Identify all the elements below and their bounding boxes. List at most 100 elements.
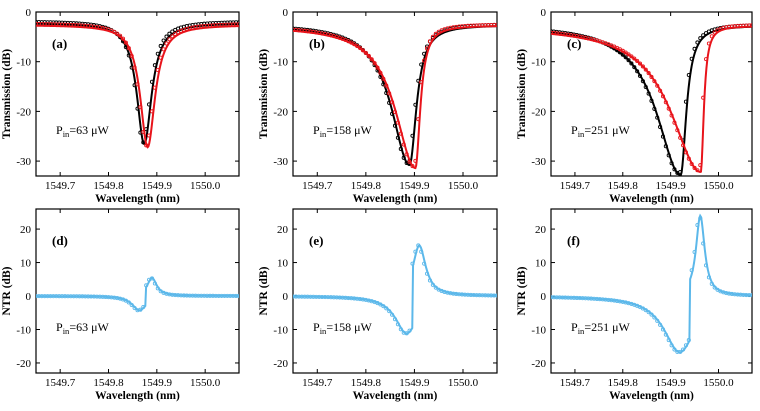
pin-label-p: P bbox=[571, 123, 578, 137]
data-marker bbox=[236, 22, 239, 27]
pin-label-value: =158 μW bbox=[326, 320, 372, 334]
data-marker bbox=[640, 306, 645, 311]
data-marker bbox=[640, 64, 645, 69]
data-marker bbox=[649, 74, 654, 79]
data-marker bbox=[430, 282, 435, 287]
data-marker bbox=[675, 128, 680, 133]
data-marker bbox=[167, 37, 172, 42]
y-tick-label: -30 bbox=[531, 156, 546, 168]
data-marker bbox=[349, 40, 354, 45]
data-marker bbox=[681, 143, 686, 148]
panel-label: (b) bbox=[309, 36, 325, 51]
data-marker bbox=[678, 170, 683, 175]
panel-label: (d) bbox=[52, 233, 68, 248]
data-marker bbox=[660, 94, 666, 99]
plot-frame bbox=[35, 11, 240, 177]
data-marker bbox=[155, 51, 160, 56]
data-marker bbox=[686, 338, 691, 343]
data-marker bbox=[155, 67, 160, 73]
pin-power-label: Pin=158 μW bbox=[313, 320, 373, 336]
x-tick-label: 1549.9 bbox=[142, 377, 173, 389]
pin-label-value: =63 μW bbox=[69, 123, 109, 137]
data-marker bbox=[629, 54, 634, 59]
data-marker bbox=[112, 29, 117, 35]
x-tick-label: 1550.0 bbox=[190, 377, 221, 389]
data-marker bbox=[643, 67, 648, 72]
x-tick-label: 1549.7 bbox=[302, 180, 333, 192]
data-marker bbox=[419, 249, 424, 254]
x-tick-label: 1549.9 bbox=[656, 377, 687, 389]
y-axis-label: Transmission (dB) bbox=[258, 49, 270, 139]
data-marker bbox=[149, 109, 155, 114]
data-marker bbox=[141, 129, 146, 135]
data-marker bbox=[658, 124, 663, 129]
data-marker bbox=[381, 76, 386, 81]
data-marker bbox=[692, 249, 697, 255]
data-marker bbox=[363, 50, 368, 55]
plot-frame bbox=[550, 11, 753, 177]
data-marker bbox=[135, 82, 140, 87]
data-marker bbox=[425, 271, 430, 276]
data-marker bbox=[635, 58, 640, 64]
data-marker bbox=[712, 30, 717, 35]
data-marker bbox=[390, 111, 395, 116]
data-marker bbox=[398, 146, 403, 152]
data-marker bbox=[152, 85, 157, 90]
pin-label-p: P bbox=[56, 123, 63, 137]
data-marker bbox=[357, 46, 363, 51]
data-marker bbox=[390, 312, 395, 317]
data-marker bbox=[164, 34, 169, 39]
data-marker bbox=[698, 163, 703, 168]
data-marker bbox=[686, 73, 691, 78]
data-marker bbox=[640, 79, 645, 84]
data-marker bbox=[652, 315, 657, 320]
pin-label-sub: in bbox=[63, 326, 70, 336]
x-axis-label: Wavelength (nm) bbox=[353, 193, 438, 205]
data-marker bbox=[366, 53, 371, 58]
data-marker bbox=[709, 34, 714, 39]
data-marker bbox=[375, 65, 380, 70]
data-marker bbox=[395, 120, 400, 125]
data-marker bbox=[360, 48, 365, 53]
pin-label-value: =63 μW bbox=[69, 320, 109, 334]
data-marker bbox=[663, 144, 668, 149]
data-marker bbox=[149, 79, 155, 84]
panel-label: (e) bbox=[309, 233, 323, 248]
x-tick-label: 1549.8 bbox=[608, 180, 639, 192]
x-tick-label: 1549.7 bbox=[45, 377, 76, 389]
x-tick-label: 1549.7 bbox=[560, 180, 591, 192]
data-marker bbox=[410, 261, 415, 266]
y-tick-label: -20 bbox=[531, 358, 546, 370]
data-marker bbox=[404, 331, 409, 336]
pin-label-value: =251 μW bbox=[584, 123, 630, 137]
pin-label-p: P bbox=[313, 123, 320, 137]
data-marker bbox=[669, 343, 674, 348]
data-marker bbox=[170, 29, 175, 34]
x-tick-label: 1549.8 bbox=[93, 377, 124, 389]
chart-panel-6: 1549.7 1549.8 1549.9 1550.0 20 10 0 -10 -20 Wavel… bbox=[516, 208, 753, 402]
x-axis-label: Wavelength (nm) bbox=[353, 390, 438, 402]
data-marker bbox=[626, 52, 631, 57]
y-tick-label: -10 bbox=[531, 324, 546, 336]
data-marker bbox=[669, 161, 674, 166]
data-marker bbox=[433, 285, 438, 290]
plot-area bbox=[293, 22, 497, 170]
y-tick-label: -20 bbox=[273, 106, 288, 118]
pin-label-sub: in bbox=[320, 129, 327, 139]
data-marker bbox=[658, 88, 663, 93]
data-marker bbox=[712, 285, 717, 290]
pin-power-label: Pin=158 μW bbox=[313, 123, 373, 139]
data-marker bbox=[623, 55, 628, 60]
data-marker bbox=[138, 105, 143, 110]
pin-power-label: Pin=251 μW bbox=[571, 320, 631, 336]
y-tick-label: -20 bbox=[531, 106, 546, 118]
data-marker bbox=[637, 73, 643, 78]
data-marker bbox=[422, 51, 427, 56]
data-marker bbox=[658, 322, 663, 327]
y-tick-label: -30 bbox=[273, 156, 288, 168]
data-marker bbox=[144, 283, 149, 288]
y-axis-label: NTR (dB) bbox=[1, 266, 13, 315]
data-marker bbox=[672, 120, 677, 125]
data-marker bbox=[430, 34, 435, 39]
data-marker bbox=[655, 115, 660, 120]
